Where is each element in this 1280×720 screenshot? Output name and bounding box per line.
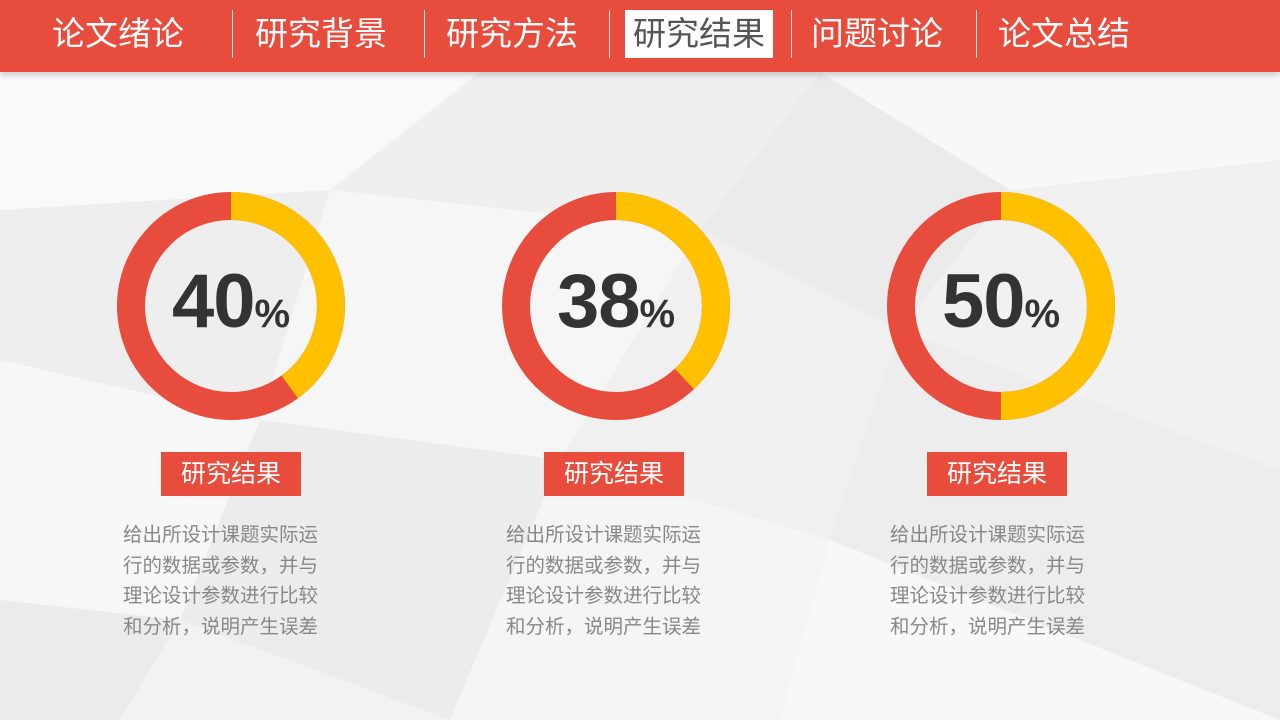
description-line: 理论设计参数进行比较 <box>890 584 1086 607</box>
nav-separator <box>791 10 792 58</box>
donut-value-arc <box>117 192 345 420</box>
percentage-value: 38% <box>500 258 732 345</box>
description-line: 行的数据或参数，并与 <box>890 553 1086 577</box>
nav-tab-summary[interactable]: 论文总结 <box>998 14 1130 53</box>
top-nav-bar: 论文绪论 研究背景 研究方法 研究结果 问题讨论 论文总结 <box>0 0 1280 72</box>
percentage-number: 40 <box>171 259 256 344</box>
result-label: 研究结果 <box>544 452 684 496</box>
donut-value-arc <box>887 192 1115 420</box>
nav-separator <box>424 10 425 58</box>
donut-chart <box>117 192 345 420</box>
donut-chart <box>502 192 730 420</box>
description-line: 行的数据或参数，并与 <box>123 553 319 577</box>
nav-separator <box>232 10 233 58</box>
percent-sign: % <box>1024 292 1061 336</box>
description-line: 给出所设计课题实际运 <box>890 523 1086 546</box>
percentage-value: 40% <box>115 258 347 345</box>
result-description: 给出所设计课题实际运 行的数据或参数，并与 理论设计参数进行比较 和分析，说明产… <box>506 520 736 642</box>
nav-tab-methods[interactable]: 研究方法 <box>446 14 578 53</box>
donut-value-arc <box>502 192 730 420</box>
donut-chart <box>887 192 1115 420</box>
nav-separator <box>976 10 977 58</box>
result-label: 研究结果 <box>927 452 1067 496</box>
result-description: 给出所设计课题实际运 行的数据或参数，并与 理论设计参数进行比较 和分析，说明产… <box>890 520 1120 642</box>
description-line: 和分析，说明产生误差 <box>123 614 319 638</box>
nav-separator <box>609 10 610 58</box>
percentage-number: 38 <box>556 259 641 344</box>
description-line: 和分析，说明产生误差 <box>506 614 702 638</box>
description-line: 给出所设计课题实际运 <box>506 523 702 546</box>
percentage-number: 50 <box>941 259 1026 344</box>
percentage-value: 50% <box>885 258 1117 345</box>
description-line: 行的数据或参数，并与 <box>506 553 702 577</box>
percent-sign: % <box>639 292 676 336</box>
description-line: 给出所设计课题实际运 <box>123 523 319 546</box>
result-label: 研究结果 <box>161 452 301 496</box>
description-line: 理论设计参数进行比较 <box>506 584 702 607</box>
nav-tab-discussion[interactable]: 问题讨论 <box>811 14 943 53</box>
nav-tab-introduction[interactable]: 论文绪论 <box>52 14 184 53</box>
percent-sign: % <box>254 292 291 336</box>
description-line: 和分析，说明产生误差 <box>890 614 1086 638</box>
result-description: 给出所设计课题实际运 行的数据或参数，并与 理论设计参数进行比较 和分析，说明产… <box>123 520 353 642</box>
nav-tab-results[interactable]: 研究结果 <box>625 10 773 58</box>
nav-tab-background[interactable]: 研究背景 <box>255 14 387 53</box>
description-line: 理论设计参数进行比较 <box>123 584 319 607</box>
